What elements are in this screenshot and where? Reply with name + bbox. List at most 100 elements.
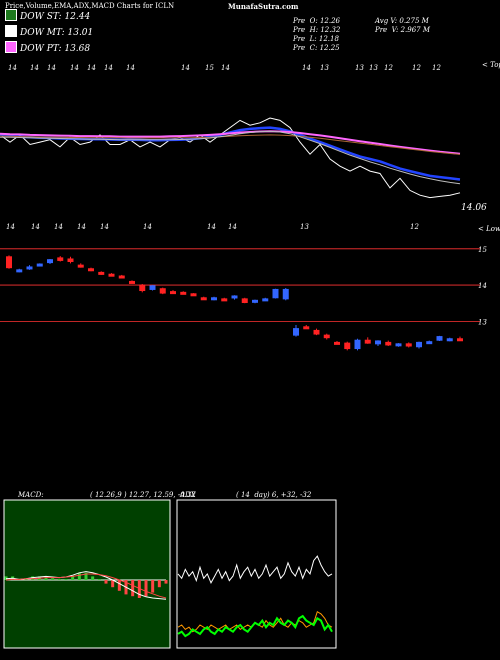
candle-body [67, 258, 74, 263]
macd-histogram-bar [84, 572, 88, 580]
candle-body [272, 288, 279, 299]
top-tick-label: 12 [384, 64, 393, 72]
candle [446, 337, 453, 342]
macd-histogram-bar [157, 580, 161, 588]
macd-histogram-bar [151, 580, 155, 593]
candle-body [149, 285, 156, 290]
candle-body [344, 342, 351, 350]
candle-body [293, 328, 299, 336]
bottom-tick-label: 12 [410, 223, 419, 231]
top-tick-label: 14 [30, 64, 39, 72]
candle [98, 271, 105, 275]
macd-histogram-bar [104, 580, 108, 584]
top-tick-label: 14 [126, 64, 135, 72]
chart-header-title: Price,Volume,EMA,ADX,MACD Charts for ICL… [5, 2, 175, 10]
macd-line [5, 571, 167, 600]
candle-body [241, 298, 248, 303]
candle-body [221, 298, 228, 302]
top-tick-label: 14 [8, 64, 17, 72]
candle-body [446, 338, 453, 342]
candle-body [36, 263, 43, 267]
top-tick-label: 14 [181, 64, 190, 72]
candle [426, 340, 433, 345]
bottom-tick-label: 13 [300, 223, 309, 231]
candle [252, 299, 258, 304]
legend-label-mt: DOW MT: 13.01 [20, 28, 94, 38]
macd-histogram-bar [57, 579, 61, 580]
candle-body [57, 257, 64, 261]
macd-histogram-bar [31, 576, 35, 580]
adx-series-line [177, 555, 333, 584]
candlesticks [6, 255, 463, 351]
macd-histogram-bar [137, 580, 141, 598]
adx-values: ( 14 day) 6, +32, -32 [236, 491, 312, 499]
bottom-tick-labels: 14 14 14 14 14 14 14 14 13 12 [6, 223, 419, 231]
top-tick-label: 13 [320, 64, 329, 72]
ema-series-line [0, 134, 461, 155]
candle-body [190, 293, 197, 297]
candle-body [170, 291, 176, 295]
candle-body [395, 343, 402, 347]
candle [313, 328, 320, 336]
bottom-tick-label: 14 [54, 223, 63, 231]
macd-histogram-bar [164, 580, 168, 584]
candle [457, 336, 463, 342]
top-tick-label: 14 [302, 64, 311, 72]
bottom-tick-label: 14 [77, 223, 86, 231]
candle-body [416, 341, 422, 348]
candle-body [129, 280, 135, 284]
candle [293, 324, 299, 337]
legend-dow-pt: DOW PT: 13.68 [5, 41, 90, 54]
candle-body [323, 334, 330, 339]
macd-histogram-bar [77, 572, 81, 580]
candle-body [47, 259, 53, 264]
macd-histogram-bar [144, 580, 148, 597]
candle-body [375, 340, 381, 345]
candle [375, 340, 381, 347]
candle-body [405, 343, 412, 347]
candle [416, 341, 422, 349]
macd-histogram-bar [44, 576, 48, 580]
candle [57, 256, 64, 262]
candle [323, 333, 330, 340]
candle [385, 340, 392, 347]
ohlc-close: Pre C: 12.25 [293, 44, 340, 52]
ohlc-open: Pre O: 12.26 [293, 17, 341, 25]
candle [77, 263, 84, 268]
candle [16, 268, 23, 273]
candle [241, 297, 248, 304]
candle [47, 258, 53, 265]
adx-lines [177, 555, 333, 638]
candle [334, 340, 340, 345]
top-tick-label: 14 [47, 64, 56, 72]
candle-body [252, 299, 258, 303]
top-tick-label: 15 [205, 64, 214, 72]
candle-body [364, 339, 371, 344]
candle-body [139, 284, 146, 292]
price-axis-label: 13 [478, 318, 487, 326]
candle-body [282, 288, 289, 300]
candle-body [436, 336, 443, 341]
candle [88, 267, 94, 272]
price-axis-label: 15 [478, 246, 487, 254]
candle-body [16, 269, 23, 273]
candle [108, 273, 115, 277]
macd-histogram-bar [51, 578, 55, 580]
ema-lines [0, 117, 461, 199]
candle [231, 295, 238, 300]
candle [211, 296, 217, 301]
candle [149, 285, 156, 291]
macd-histogram-bar [24, 579, 28, 580]
candle-body [98, 271, 105, 275]
legend-label-st: DOW ST: 12.44 [20, 12, 91, 22]
ohlc-avg-volume: Avg V: 0.275 M [375, 17, 429, 25]
price-axis-label: 14 [478, 282, 487, 290]
adx-series-line [177, 614, 333, 638]
candle [405, 342, 412, 348]
macd-values: ( 12.26,9 ) 12.27, 12.59, -0.32 [90, 491, 196, 499]
candle-body [6, 256, 12, 269]
ohlc-high: Pre H: 12.32 [293, 26, 341, 34]
top-tick-label: 14 [70, 64, 79, 72]
candle [282, 287, 289, 301]
ema-series-line [0, 130, 461, 155]
